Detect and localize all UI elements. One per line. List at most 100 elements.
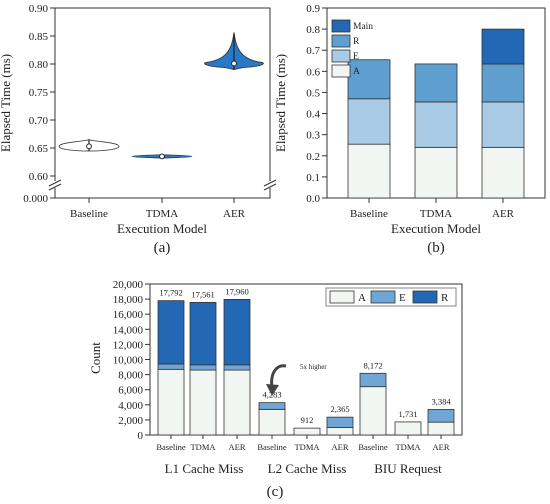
bar-segment-a	[293, 427, 321, 436]
panel-c-ytick-label: 12,000	[113, 339, 144, 351]
bar-total-label: 1,731	[398, 409, 417, 419]
bar-segment-a	[481, 146, 525, 199]
violin-median	[86, 143, 92, 150]
bar-total-label: 3,384	[431, 396, 451, 406]
panel-b-ytick-label: 0.5	[306, 87, 320, 99]
legend-label-a: A	[353, 67, 360, 77]
panel-b-ytick-label: 0.7	[306, 45, 320, 57]
bar-segment-e	[427, 409, 455, 423]
panel-c-xtick-label: AER	[433, 442, 450, 452]
panel-c-ytick-label: 0	[138, 430, 144, 442]
bar-segment-r	[347, 59, 391, 100]
legend-swatch-r	[412, 290, 438, 304]
group-label: L1 Cache Miss	[165, 461, 244, 476]
axis-break-mark	[48, 179, 62, 187]
bar-segment-a	[189, 369, 217, 436]
bar-segment-a	[223, 369, 251, 436]
bar-segment-a	[427, 421, 455, 436]
panel-a-caption: (a)	[154, 240, 171, 256]
axis-break-mark	[263, 183, 277, 191]
bar-total-label: 17,792	[159, 288, 182, 298]
panel-c-ytick-label: 14,000	[113, 324, 144, 336]
bar-segment-a	[326, 427, 354, 436]
bar-segment-r	[157, 300, 185, 365]
panel-b-ytick-label: 0.8	[306, 24, 320, 36]
panel-b-ytick-label: 0.3	[306, 130, 320, 142]
bar-total-label: 2,365	[330, 404, 349, 414]
bar-segment-e	[347, 98, 391, 145]
panel-a-xtick-label: AER	[223, 208, 246, 220]
panel-c-frame	[149, 283, 463, 436]
axis-break-gap	[48, 181, 62, 188]
panel-c-xtick-label: TDMA	[395, 442, 421, 452]
panel-c-ytick-label: 2,000	[118, 415, 143, 427]
bar-segment-e	[414, 101, 458, 148]
legend-label-a: A	[358, 292, 366, 304]
panel-c-xtick-label: AER	[332, 442, 349, 452]
panel-b-ytick-label: 0.2	[306, 151, 320, 163]
bar-segment-a	[157, 368, 185, 436]
panel-b-caption: (b)	[427, 240, 445, 256]
axis-break-mark	[48, 183, 62, 191]
panel-b-ytick-label: 0.6	[306, 66, 320, 78]
panel-c-xtick-label: Baseline	[257, 442, 286, 452]
legend-label-r: R	[441, 292, 449, 304]
violin-median	[159, 153, 165, 160]
annotation-arrowhead	[266, 384, 279, 396]
panel-b-xtick-label: Baseline	[350, 208, 388, 220]
panel-b-ytick-label: 0.9	[306, 3, 320, 15]
panel-c-caption: (c)	[267, 484, 284, 500]
panel-b-ylabel: Elapsed Time (ms)	[273, 54, 288, 152]
panel-a-ylabel: Elapsed Time (ms)	[0, 54, 13, 152]
legend-swatch-main	[331, 19, 351, 33]
panel-c-ytick-label: 20,000	[113, 279, 144, 291]
bar-segment-a	[347, 143, 391, 199]
bar-segment-a	[414, 146, 458, 199]
bar-segment-e	[189, 364, 217, 371]
panel-a: 0.60 0.65 0.70 0.75 0.80 0.85 0.90 0.000 Baseli…	[0, 3, 277, 256]
panel-b: 0.0 0.1 0.2 0.3 0.4 0.5 0.6 0.7 0.8 0.9 Baseline T…	[273, 3, 546, 256]
panel-c-xtick-label: TDMA	[190, 442, 216, 452]
bar-total-label: 8,172	[363, 360, 382, 370]
panel-b-xtick-label: AER	[492, 208, 515, 220]
group-label: L2 Cache Miss	[268, 461, 347, 476]
bar-segment-main	[481, 28, 525, 65]
panel-b-ytick-label: 0.1	[306, 172, 320, 184]
panel-a-ytick-label: 0.80	[29, 59, 49, 71]
legend-swatch-e	[370, 290, 396, 304]
axis-break-mark	[263, 179, 277, 187]
legend-label-e: E	[399, 292, 406, 304]
panel-c-ytick-label: 4,000	[118, 400, 143, 412]
bar-segment-e	[157, 363, 185, 370]
bar-segment-a	[394, 421, 422, 436]
panel-a-xlabel: Execution Model	[117, 221, 207, 236]
panel-b-xtick-label: TDMA	[420, 208, 452, 220]
panel-c-ytick-label: 16,000	[113, 309, 144, 321]
bar-total-label: 17,960	[225, 286, 248, 296]
group-label: BIU Request	[374, 461, 442, 476]
panel-b-ytick-label: 0.0	[306, 193, 320, 205]
panel-c-ytick-label: 6,000	[118, 385, 143, 397]
panel-b-xlabel: Execution Model	[391, 221, 481, 236]
bar-segment-a	[359, 386, 387, 436]
panel-a-ytick-label: 0.65	[29, 143, 49, 155]
violin-median	[231, 60, 237, 67]
panel-c-ytick-label: 10,000	[113, 355, 144, 367]
legend-swatch-e	[331, 49, 351, 63]
bar-segment-r	[223, 299, 251, 366]
panel-c-ylabel: Count	[88, 342, 103, 374]
panel-b-ytick-label: 0.4	[306, 109, 320, 121]
legend-swatch-a	[331, 64, 351, 78]
panel-c-xtick-label: Baseline	[156, 442, 185, 452]
panel-c-xtick-label: AER	[229, 442, 246, 452]
panel-c-xtick-label: Baseline	[358, 442, 387, 452]
panel-a-ytick-label: 0.90	[29, 3, 49, 15]
panel-a-ytick-label: 0.000	[23, 193, 48, 205]
panel-a-ytick-label: 0.85	[29, 31, 49, 43]
bar-segment-e	[359, 372, 387, 388]
bar-segment-e	[223, 364, 251, 371]
legend-label-main: Main	[353, 22, 373, 32]
panel-a-xtick-label: TDMA	[146, 208, 178, 220]
legend-label-r: R	[353, 37, 360, 47]
